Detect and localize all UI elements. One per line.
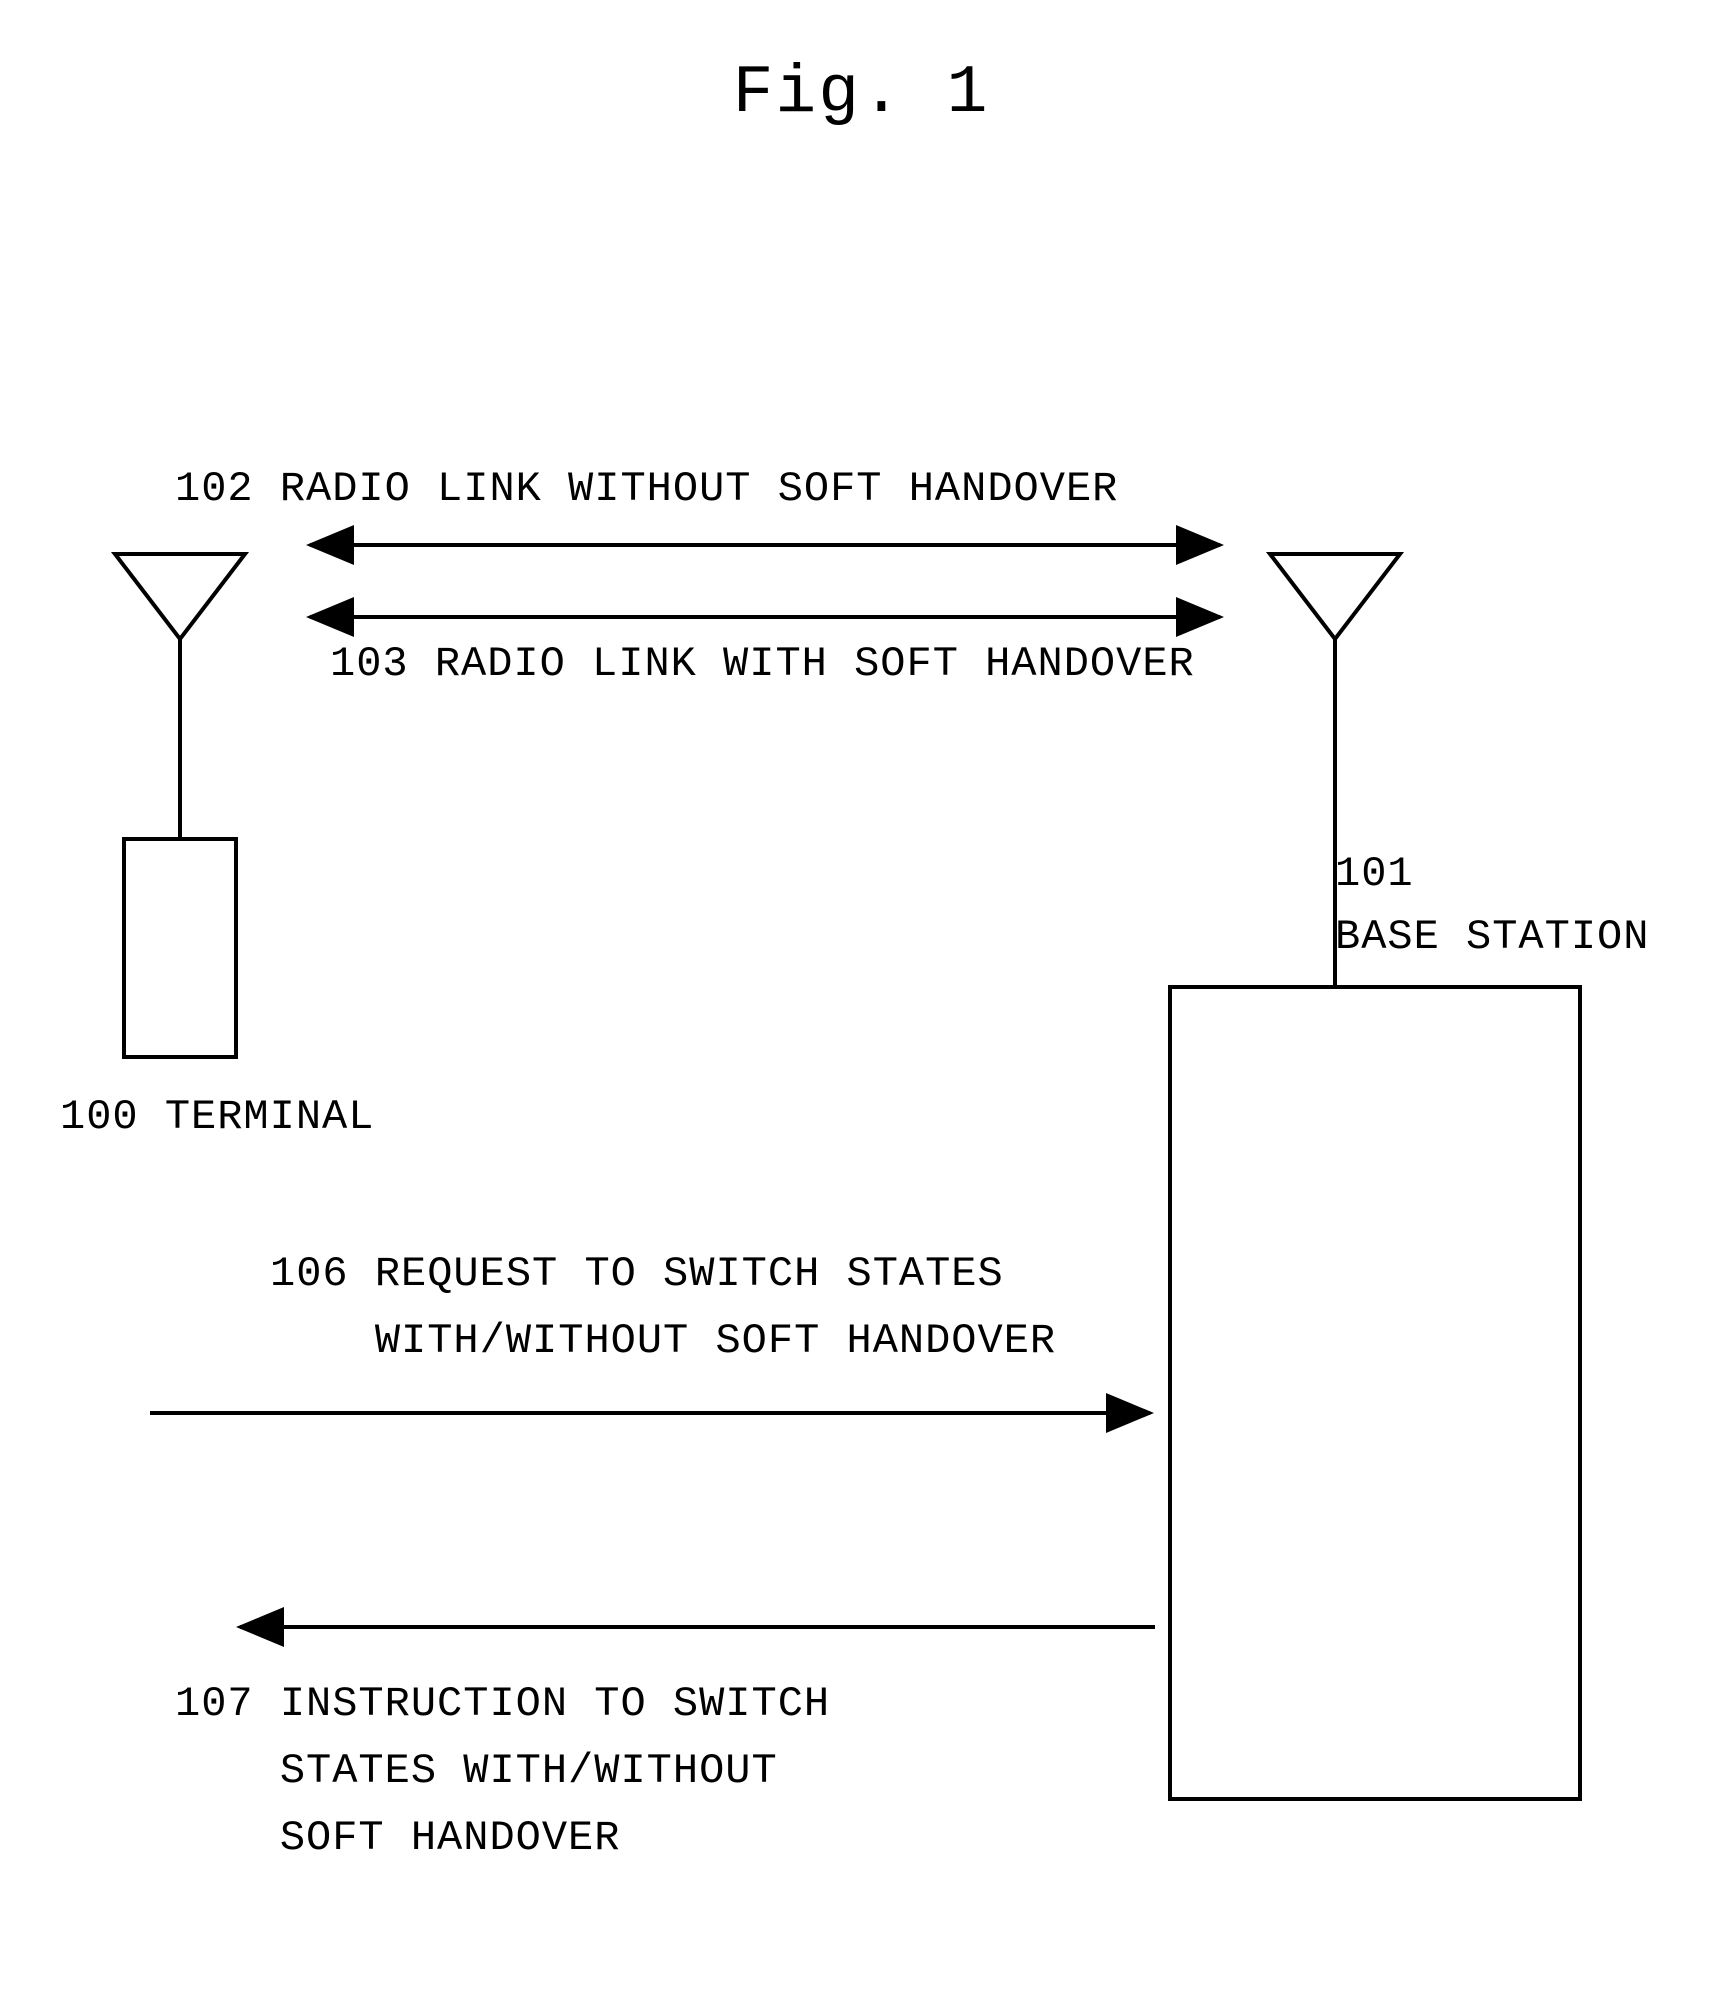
label-107-line3: SOFT HANDOVER — [175, 1814, 620, 1862]
label-102: 102 RADIO LINK WITHOUT SOFT HANDOVER — [175, 465, 1118, 513]
base-station-antenna-icon — [1270, 554, 1400, 639]
label-107-line2: STATES WITH/WITHOUT — [175, 1747, 778, 1795]
label-terminal: 100 TERMINAL — [60, 1093, 374, 1141]
label-106-line1: 106 REQUEST TO SWITCH STATES — [270, 1250, 1004, 1298]
label-103: 103 RADIO LINK WITH SOFT HANDOVER — [330, 640, 1195, 688]
base-station-body — [1170, 987, 1580, 1799]
terminal-body — [124, 839, 236, 1057]
label-106-line2: WITH/WITHOUT SOFT HANDOVER — [270, 1317, 1056, 1365]
label-107-line1: 107 INSTRUCTION TO SWITCH — [175, 1680, 830, 1728]
label-base-station-text: BASE STATION — [1335, 913, 1649, 961]
label-base-station-num: 101 — [1335, 850, 1414, 898]
terminal-antenna-icon — [115, 554, 245, 639]
